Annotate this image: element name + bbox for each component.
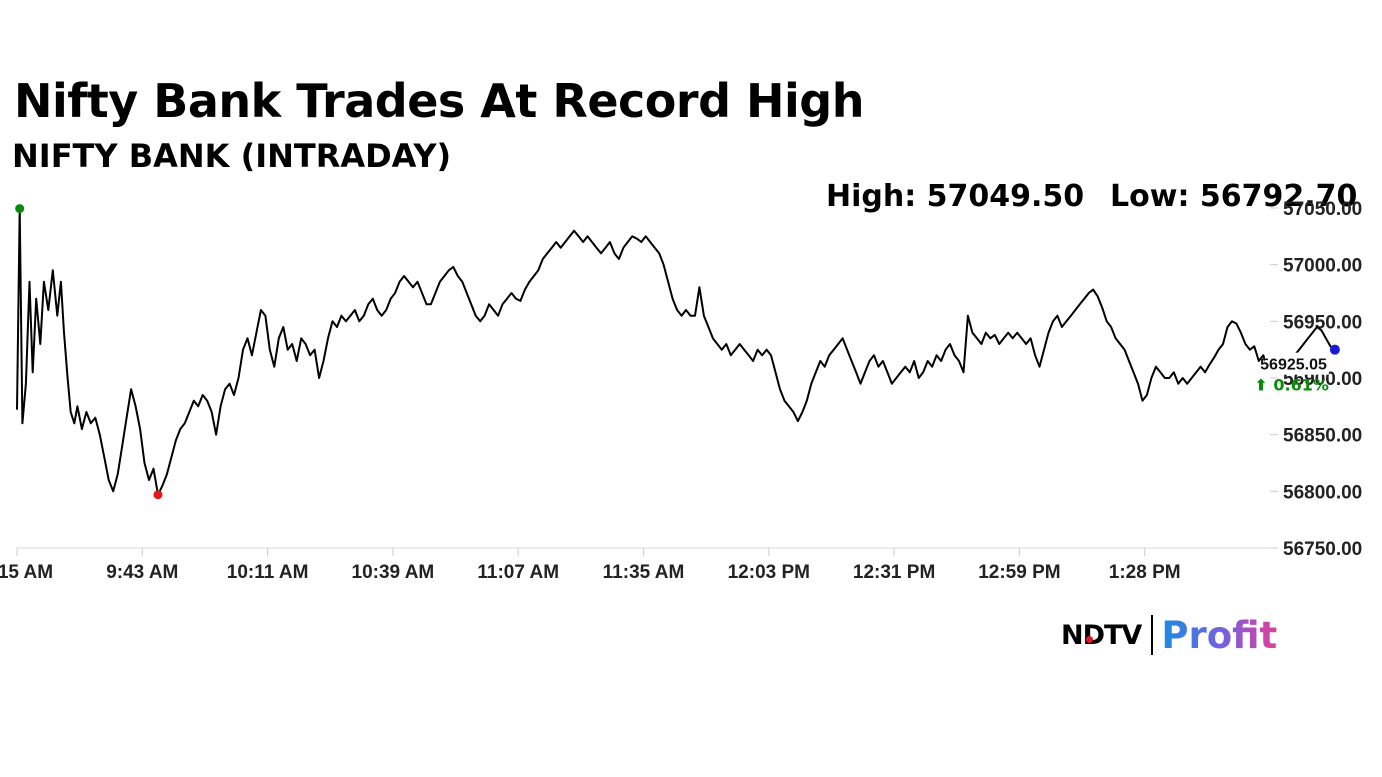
high-point-marker [15,204,25,214]
ndtv-profit-logo: NDTV Profit [1061,612,1277,658]
x-tick-label: 10:39 AM [352,562,435,583]
high-value-label: High: 57049.50 [826,179,1085,214]
x-tick-label: 11:35 AM [603,562,685,583]
y-axis: 56750.0056800.0056850.0056900.0056950.00… [1270,199,1362,560]
x-tick-label: 11:07 AM [477,562,559,583]
last-point-marker [1329,344,1340,355]
y-tick-label: 57050.00 [1283,199,1362,220]
profit-wordmark: Profit [1161,613,1278,657]
last-value-label: 56925.05 [1260,357,1327,374]
chart-value-labels: 56925.05 ⬆ 0.61% [1254,352,1329,395]
y-tick-label: 56850.00 [1283,426,1362,447]
ndtv-wordmark: NDTV [1061,619,1142,651]
x-tick-label: 12:59 PM [978,562,1060,583]
x-tick-label: 12:31 PM [853,562,935,583]
price-line [16,207,1336,496]
x-axis: 9:15 AM 9:43 AM 10:11 AM 10:39 AM 11:07 AM 11… [0,548,1181,583]
chart-title: Nifty Bank Trades At Record High [14,74,864,128]
low-value-label: Low: 56792.70 [1110,179,1358,214]
y-tick-label: 57000.00 [1283,256,1362,277]
change-percent-label: ⬆ 0.61% [1254,376,1328,395]
last-value-background [1264,352,1329,375]
x-tick-label: 12:03 PM [728,562,810,583]
x-tick-label: 9:15 AM [0,562,53,583]
y-tick-label: 56750.00 [1283,539,1362,560]
x-tick-label: 1:28 PM [1109,562,1181,583]
price-series [16,207,1336,496]
logo-dot-icon [1086,635,1093,643]
x-tick-label: 9:43 AM [106,562,178,583]
y-tick-label: 56950.00 [1283,312,1362,333]
chart-markers [15,204,1340,500]
chart-subtitle: NIFTY BANK (INTRADAY) [12,137,452,175]
low-point-marker [153,490,163,500]
y-tick-label: 56800.00 [1283,482,1362,503]
x-tick-label: 10:11 AM [227,562,309,583]
logo-divider [1151,615,1154,655]
